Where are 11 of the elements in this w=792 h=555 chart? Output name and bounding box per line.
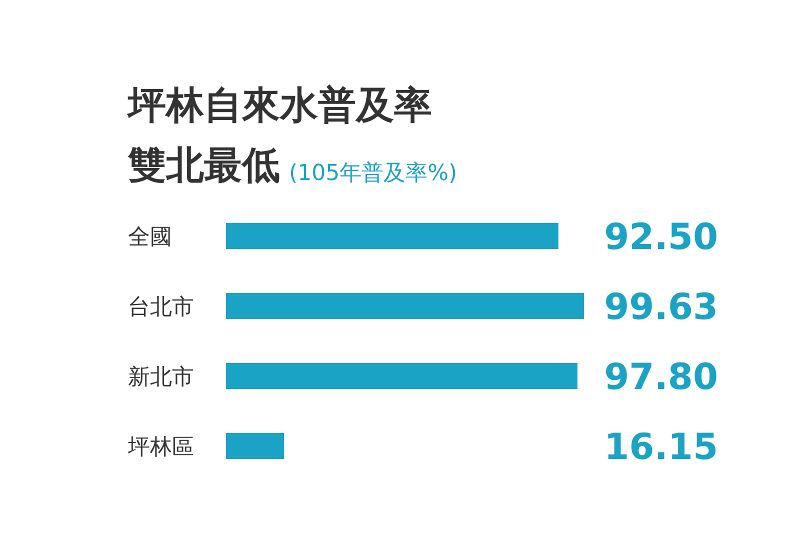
data-label: 99.63 — [604, 287, 718, 328]
y-tick-label: 坪林區 — [127, 435, 194, 460]
y-tick-label: 台北市 — [128, 295, 194, 320]
chart-title: 坪林自來水普及率 — [126, 83, 432, 127]
data-label: 92.50 — [604, 217, 718, 258]
y-tick-label: 全國 — [128, 225, 172, 250]
chart-subtitle: 雙北最低 — [127, 143, 280, 187]
text: (105年普及率%) — [289, 161, 458, 186]
data-label: 97.80 — [604, 357, 718, 398]
data-label: 16.15 — [604, 427, 718, 468]
y-tick-label: 新北市 — [128, 365, 194, 390]
